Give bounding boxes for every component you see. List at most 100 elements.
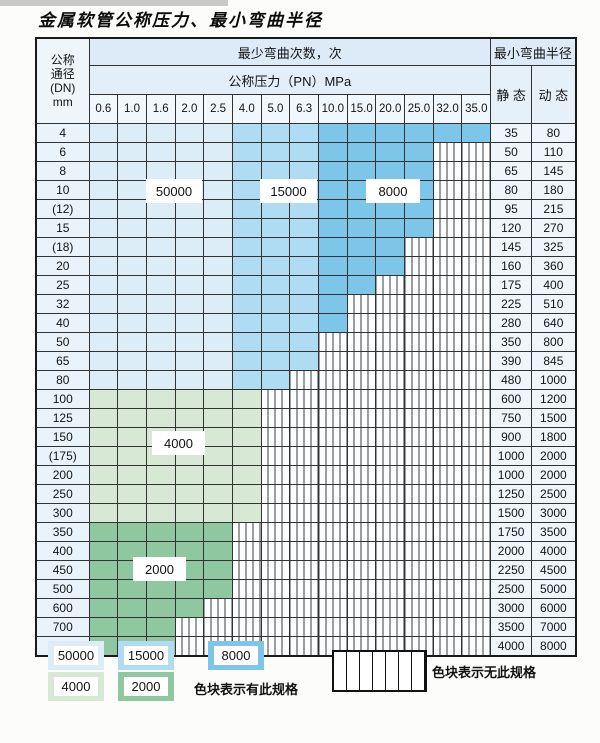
dynamic-radius-cell: 4000 xyxy=(531,541,577,561)
no-spec-cell xyxy=(375,522,406,542)
spec-cell xyxy=(231,313,262,333)
spec-cell xyxy=(117,351,147,371)
pn-column-header: 4.0 xyxy=(231,94,262,124)
spec-cell xyxy=(203,446,233,466)
spec-cell xyxy=(318,180,348,200)
no-spec-cell xyxy=(461,541,492,561)
legend-swatch-label: 8000 xyxy=(214,646,258,665)
spec-cell xyxy=(404,123,434,143)
dynamic-radius-cell: 8000 xyxy=(531,636,577,657)
spec-cell xyxy=(231,142,262,162)
legend-swatch-label: 4000 xyxy=(54,677,98,696)
no-spec-cell xyxy=(346,484,377,504)
no-spec-cell xyxy=(289,484,319,504)
spec-cell xyxy=(174,370,205,390)
no-spec-cell xyxy=(461,446,492,466)
spec-cell xyxy=(375,237,406,257)
no-spec-cell xyxy=(318,522,348,542)
no-spec-cell xyxy=(432,351,463,371)
no-spec-cell xyxy=(318,503,348,523)
min-bend-cycles-header: 最少弯曲次数，次 xyxy=(88,37,492,66)
spec-cell xyxy=(174,199,205,219)
legend-has-spec-text: 色块表示有此规格 xyxy=(194,682,299,697)
dn-cell: 25 xyxy=(35,275,90,295)
no-spec-cell xyxy=(461,522,492,542)
table-row: 450 2250 4500 xyxy=(35,560,577,580)
no-spec-cell xyxy=(461,332,492,352)
spec-cell xyxy=(203,256,233,276)
no-spec-cell xyxy=(461,598,492,618)
table-row: 15 120 270 xyxy=(35,218,577,238)
no-spec-cell xyxy=(461,389,492,409)
table-row: 80040008000 xyxy=(35,636,577,657)
spec-cell xyxy=(260,256,291,276)
spec-cell xyxy=(88,446,119,466)
spec-cell xyxy=(375,218,406,238)
spec-cell xyxy=(117,465,147,485)
spec-cell xyxy=(88,370,119,390)
dn-cell: 80 xyxy=(35,370,90,390)
no-spec-cell xyxy=(432,408,463,428)
no-spec-cell xyxy=(375,465,406,485)
dynamic-radius-cell: 270 xyxy=(531,218,577,238)
spec-cell xyxy=(174,294,205,314)
table-row: 50 350 800 xyxy=(35,332,577,352)
no-spec-cell xyxy=(404,579,434,599)
no-spec-cell xyxy=(375,294,406,314)
no-spec-cell xyxy=(318,598,348,618)
dn-cell: 40 xyxy=(35,313,90,333)
spec-cell xyxy=(174,579,205,599)
no-spec-cell xyxy=(346,503,377,523)
spec-cell xyxy=(231,294,262,314)
spec-cell xyxy=(203,218,233,238)
static-radius-cell: 50 xyxy=(490,142,533,162)
spec-cell xyxy=(375,123,406,143)
spec-cell xyxy=(260,123,291,143)
no-spec-cell xyxy=(231,541,262,561)
no-spec-cell xyxy=(461,636,492,657)
dynamic-radius-cell: 145 xyxy=(531,161,577,181)
no-spec-cell xyxy=(432,161,463,181)
spec-cell xyxy=(88,560,119,580)
spec-cell xyxy=(174,332,205,352)
static-radius-cell: 35 xyxy=(490,123,533,143)
static-radius-cell: 95 xyxy=(490,199,533,219)
cycle-count-label-4000: 4000 xyxy=(152,431,205,455)
static-radius-cell: 120 xyxy=(490,218,533,238)
spec-cell xyxy=(174,218,205,238)
table-row: 250 1250 2500 xyxy=(35,484,577,504)
no-spec-cell xyxy=(260,598,291,618)
spec-cell xyxy=(117,313,147,333)
spec-cell xyxy=(88,389,119,409)
spec-cell xyxy=(145,218,176,238)
spec-cell xyxy=(88,161,119,181)
spec-cell xyxy=(145,389,176,409)
spec-cell xyxy=(174,313,205,333)
spec-cell xyxy=(289,142,319,162)
spec-cell xyxy=(318,256,348,276)
spec-cell xyxy=(231,180,262,200)
static-radius-cell: 1250 xyxy=(490,484,533,504)
no-spec-cell xyxy=(432,503,463,523)
spec-cell xyxy=(145,123,176,143)
no-spec-cell xyxy=(318,351,348,371)
dn-cell: 700 xyxy=(35,617,90,637)
pn-column-header: 1.6 xyxy=(145,94,176,124)
spec-cell xyxy=(231,332,262,352)
no-spec-cell xyxy=(318,332,348,352)
no-spec-cell xyxy=(404,465,434,485)
spec-cell xyxy=(231,218,262,238)
table-row: 65 390 845 xyxy=(35,351,577,371)
static-radius-cell: 1000 xyxy=(490,465,533,485)
table-row: 300 1500 3000 xyxy=(35,503,577,523)
spec-cell xyxy=(145,256,176,276)
dynamic-radius-cell: 845 xyxy=(531,351,577,371)
spec-cell xyxy=(404,218,434,238)
spec-cell xyxy=(203,351,233,371)
table-row: 80 480 1000 xyxy=(35,370,577,390)
spec-cell xyxy=(231,465,262,485)
legend-swatch-label: 50000 xyxy=(54,646,98,665)
spec-cell xyxy=(117,142,147,162)
spec-cell xyxy=(117,446,147,466)
table-row: 4 35 80 xyxy=(35,123,577,143)
